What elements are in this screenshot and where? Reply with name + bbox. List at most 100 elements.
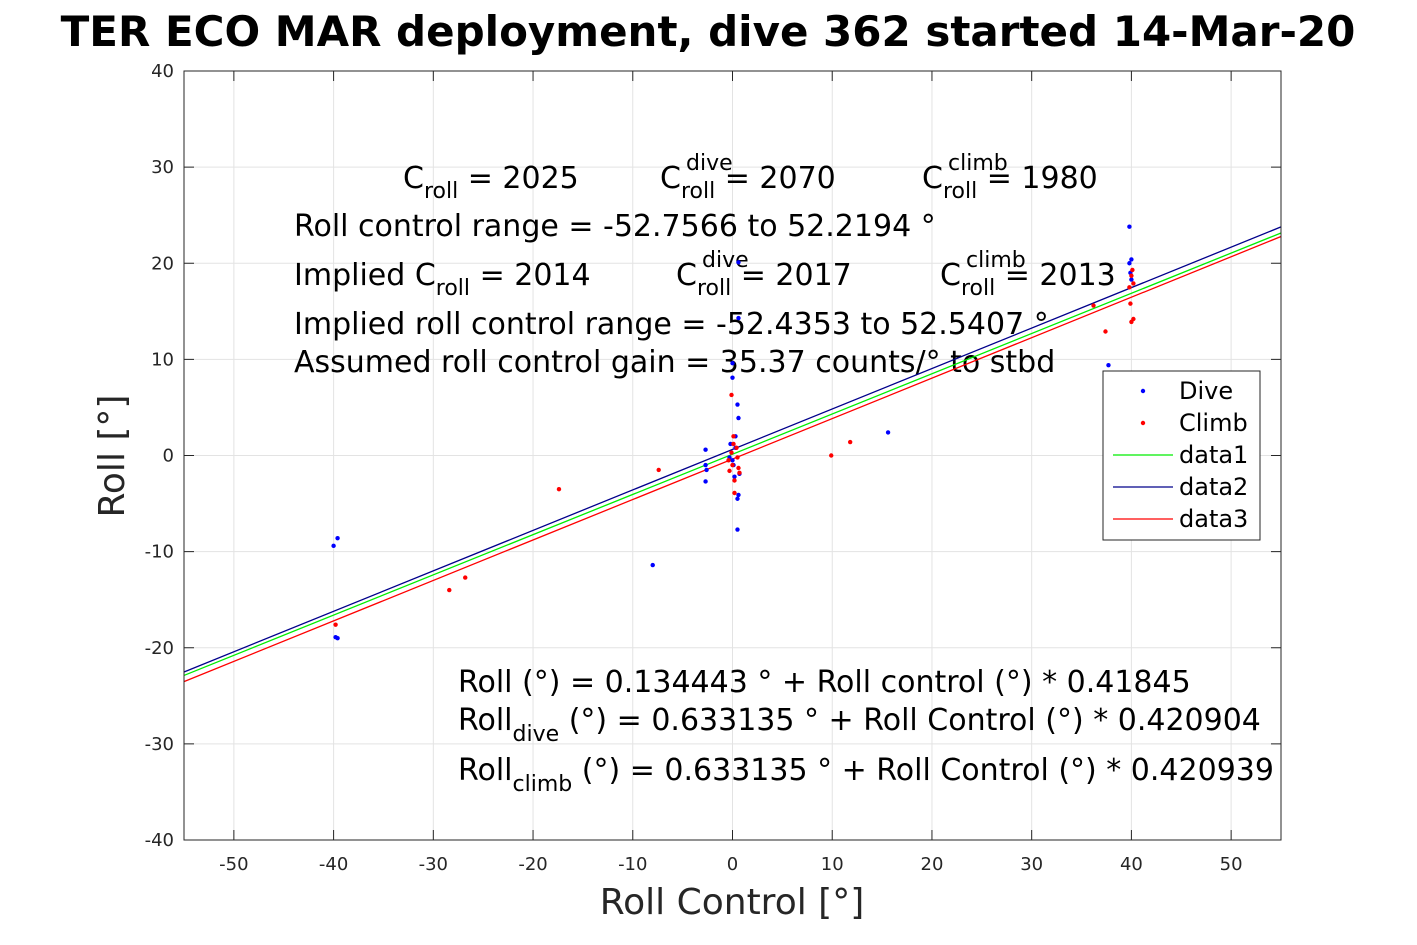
climb-point [731, 434, 736, 439]
y-tick-label: 10 [151, 349, 174, 370]
dive-point [650, 562, 655, 568]
climb-point [1130, 267, 1135, 273]
x-tick-label: 20 [921, 854, 944, 875]
dive-point [1106, 362, 1111, 368]
climb-point [1131, 316, 1136, 322]
dive-point [730, 375, 735, 380]
dive-point [730, 361, 735, 366]
climb-point [734, 445, 739, 451]
dive-point [736, 315, 741, 321]
dive-point [735, 496, 740, 501]
climb-point [447, 587, 452, 593]
legend: Dive Climb data1 data2 data3 [1102, 370, 1261, 541]
dive-point [703, 462, 708, 468]
climb-point [726, 458, 731, 463]
dive-point [1127, 224, 1132, 229]
y-tick-label: -10 [145, 542, 174, 563]
legend-label-climb: Climb [1179, 409, 1248, 437]
x-tick-label: 50 [1220, 854, 1243, 875]
annotation-c-roll-dive-sup: dive [686, 151, 733, 176]
fit-line-data2 [183, 226, 1282, 673]
dive-point [1129, 257, 1134, 262]
climb-point [556, 486, 562, 492]
dive-point [1129, 277, 1134, 282]
dive-point [704, 467, 709, 473]
x-tick-label: 40 [1120, 854, 1143, 875]
annotation-implied-c-roll: Implied Croll = 2014 [294, 258, 591, 301]
climb-point [1131, 281, 1136, 286]
y-tick-label: -30 [145, 734, 174, 755]
x-tick-label: 30 [1020, 854, 1043, 875]
climb-point [736, 465, 741, 471]
y-tick-label: 30 [151, 157, 174, 178]
y-tick-label: -20 [145, 638, 174, 659]
climb-point [1103, 329, 1108, 334]
annotation-c-roll-climb-sup: climb [948, 151, 1008, 176]
x-axis-label: Roll Control [°] [600, 882, 865, 923]
y-axis-ticks: -40 -30 -20 -10 0 10 20 30 40 [145, 61, 1281, 851]
climb-point [732, 490, 737, 496]
x-tick-label: -20 [518, 854, 547, 875]
chart-title: TER ECO MAR deployment, dive 362 started… [61, 7, 1356, 56]
annotation-implied-c-roll-dive-sup: dive [702, 248, 749, 273]
dive-point [331, 543, 336, 549]
climb-point [847, 439, 853, 445]
dive-point [736, 260, 741, 265]
y-tick-label: 40 [151, 61, 174, 82]
dive-point [736, 492, 741, 498]
dive-point [703, 479, 708, 484]
dive-point [735, 402, 740, 407]
climb-point [735, 455, 740, 460]
axes-box [183, 70, 1282, 841]
dive-point [732, 474, 737, 479]
climb-point [730, 462, 735, 468]
x-tick-label: -10 [618, 854, 647, 875]
scatter-points [331, 224, 1136, 641]
x-tick-label: 10 [821, 854, 844, 875]
annotation-roll-control-range: Roll control range = -52.7566 to 52.2194… [294, 209, 936, 244]
climb-point [737, 470, 742, 476]
climb-point [727, 468, 732, 474]
annotation-c-roll: Croll = 2025 [403, 161, 579, 204]
x-axis-ticks: -50 -40 -30 -20 -10 0 10 20 30 40 50 [219, 71, 1243, 875]
climb-point [729, 392, 734, 398]
climb-point [656, 467, 661, 473]
annotation-fit-climb: Rollclimb (°) = 0.633135 ° + Roll Contro… [458, 753, 1274, 797]
x-tick-label: -50 [219, 854, 248, 875]
dive-point [885, 430, 891, 435]
x-tick-label: 0 [727, 854, 738, 875]
y-tick-label: 0 [163, 446, 174, 467]
annotation-c-roll-dive: Croll = 2070 [660, 161, 836, 204]
y-tick-label: -40 [145, 830, 174, 851]
dive-point [335, 535, 340, 541]
legend-swatch-dive [1140, 388, 1146, 394]
dive-point [735, 527, 740, 532]
dive-point [1127, 261, 1132, 266]
climb-point [1127, 285, 1132, 290]
climb-point [1091, 303, 1096, 308]
legend-label-data3: data3 [1179, 505, 1248, 533]
annotation-gain: Assumed roll control gain = 35.37 counts… [294, 345, 1055, 380]
dive-point [736, 415, 741, 421]
annotation-fit-dive: Rolldive (°) = 0.633135 ° + Roll Control… [458, 703, 1261, 747]
legend-swatch-climb [1140, 420, 1146, 426]
x-tick-label: -40 [319, 854, 348, 875]
climb-point [463, 575, 468, 580]
y-axis-label: Roll [°] [92, 395, 133, 518]
annotation-implied-range: Implied roll control range = -52.4353 to… [294, 307, 1049, 342]
x-tick-label: -30 [419, 854, 448, 875]
dive-point [730, 458, 735, 463]
annotation-implied-c-roll-climb-sup: climb [966, 248, 1026, 273]
annotation-implied-c-roll-climb: Croll = 2013 [940, 258, 1116, 301]
climb-point [1129, 273, 1134, 278]
annotation-fit-all: Roll (°) = 0.134443 ° + Roll control (°)… [458, 665, 1191, 700]
climb-point [731, 441, 736, 447]
legend-label-data2: data2 [1179, 473, 1248, 501]
dive-point [703, 447, 708, 452]
y-tick-label: 20 [151, 253, 174, 274]
legend-label-data1: data1 [1179, 441, 1248, 469]
annotations: Croll = 2025 Croll = 2070 dive Croll = 1… [294, 151, 1274, 797]
annotation-c-roll-climb: Croll = 1980 [922, 161, 1098, 204]
legend-label-dive: Dive [1179, 377, 1233, 405]
